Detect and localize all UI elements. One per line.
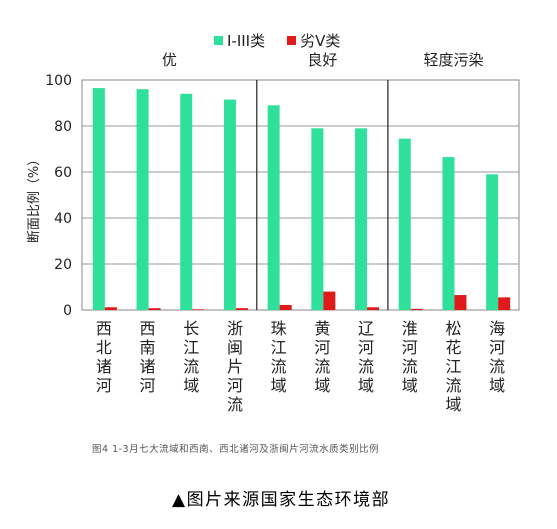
x-tick-label: 淮河流域 bbox=[402, 319, 418, 395]
source-note: ▲图片来源国家生态环境部 bbox=[172, 490, 391, 510]
legend-item-poor: 劣V类 bbox=[287, 30, 340, 51]
bar-poor-2 bbox=[192, 309, 205, 310]
x-tick-label: 长江流域 bbox=[183, 319, 199, 395]
bar-poor-0 bbox=[104, 307, 117, 310]
y-tick-labels: 0 20 40 60 80 100 bbox=[45, 73, 72, 319]
x-tick-label: 松花江流域 bbox=[445, 319, 461, 414]
bar-good-7 bbox=[398, 138, 411, 310]
bar-good-6 bbox=[355, 128, 368, 310]
bar-good-9 bbox=[486, 174, 499, 310]
bar-poor-7 bbox=[410, 308, 423, 310]
y-tick-label: 100 bbox=[45, 73, 72, 89]
legend-label-poor: 劣V类 bbox=[300, 32, 341, 50]
group-label: 优 bbox=[162, 51, 177, 69]
bar-poor-3 bbox=[235, 308, 248, 310]
bars bbox=[92, 88, 511, 310]
x-tick-label: 黄河流域 bbox=[314, 319, 330, 395]
legend-swatch-poor bbox=[287, 36, 297, 45]
plot-frame bbox=[81, 79, 520, 311]
y-tick-label: 40 bbox=[54, 211, 72, 227]
bar-poor-8 bbox=[454, 295, 467, 310]
figure-caption: 图4 1-3月七大流域和西南、西北诸河及浙闽片河流水质类别比例 bbox=[92, 444, 380, 455]
legend-label-good: I-III类 bbox=[227, 32, 266, 50]
legend-swatch-good bbox=[214, 36, 223, 45]
bar-poor-6 bbox=[367, 307, 380, 310]
bar-poor-4 bbox=[279, 304, 292, 310]
plot-border bbox=[81, 79, 520, 311]
bar-poor-1 bbox=[148, 308, 161, 310]
bar-good-3 bbox=[223, 99, 236, 310]
bar-good-0 bbox=[92, 88, 105, 310]
bar-poor-5 bbox=[323, 291, 336, 310]
group-label: 良好 bbox=[307, 51, 337, 69]
legend: I-III类 劣V类 bbox=[214, 30, 362, 51]
bar-good-4 bbox=[267, 105, 280, 310]
y-tick-label: 0 bbox=[63, 303, 72, 319]
x-tick-label: 浙闽片河流 bbox=[227, 319, 243, 414]
bar-good-2 bbox=[180, 93, 193, 310]
x-tick-label: 海河流域 bbox=[489, 319, 505, 395]
x-tick-label: 西北诸河 bbox=[96, 319, 112, 395]
bar-good-8 bbox=[442, 157, 455, 310]
chart-area: 0 20 40 60 80 100 西北诸河 西南诸河 长江流域 浙闽片河流 珠江流域 黄河流域 辽河… bbox=[27, 51, 520, 414]
y-tick-label: 20 bbox=[54, 257, 72, 273]
group-separators bbox=[256, 80, 389, 310]
group-label: 轻度污染 bbox=[423, 51, 483, 69]
y-axis-label: 断面比例（%） bbox=[27, 153, 42, 243]
bar-good-5 bbox=[311, 128, 324, 310]
group-labels: 优 良好 轻度污染 bbox=[162, 51, 484, 69]
bar-good-1 bbox=[136, 89, 149, 310]
x-tick-label: 辽河流域 bbox=[358, 319, 374, 395]
bar-poor-9 bbox=[498, 297, 511, 310]
x-tick-labels: 西北诸河 西南诸河 长江流域 浙闽片河流 珠江流域 黄河流域 辽河流域 淮河流域 松花江流域 海河… bbox=[96, 319, 505, 414]
legend-item-good: I-III类 bbox=[214, 30, 265, 51]
x-tick-label: 珠江流域 bbox=[271, 319, 287, 395]
y-tick-label: 80 bbox=[54, 119, 72, 135]
y-tick-label: 60 bbox=[54, 165, 72, 181]
x-tick-label: 西南诸河 bbox=[140, 319, 156, 395]
